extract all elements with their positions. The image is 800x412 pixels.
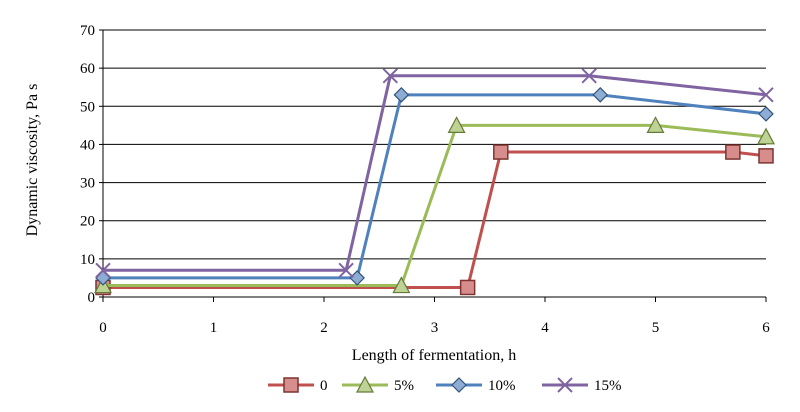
data-point <box>95 262 111 279</box>
data-point <box>757 127 775 145</box>
x-tick-label: 6 <box>762 320 770 336</box>
legend-marker <box>557 377 573 393</box>
y-tick-label: 50 <box>80 99 95 115</box>
x-tick-label: 2 <box>320 320 328 336</box>
legend-label: 0 <box>320 378 328 394</box>
legend-label: 10% <box>488 378 516 394</box>
legend-item: 15% <box>542 377 622 394</box>
y-tick-label: 20 <box>80 214 95 230</box>
data-point <box>447 116 466 133</box>
series-lines <box>94 68 775 296</box>
legend-marker <box>356 375 374 393</box>
legend: 0 5% 10% 15% <box>268 375 622 394</box>
series-3 <box>95 68 774 279</box>
gridlines <box>103 29 766 260</box>
legend-label: 15% <box>594 378 622 394</box>
legend-marker <box>283 377 299 393</box>
data-point <box>393 86 410 103</box>
legend-item: 0 <box>268 377 328 394</box>
x-tick-label: 0 <box>99 320 107 336</box>
series-1 <box>94 116 775 294</box>
y-tick-label: 10 <box>80 252 95 268</box>
series-line <box>103 150 767 289</box>
data-point <box>725 144 741 160</box>
data-point <box>592 86 609 103</box>
y-tick-label: 0 <box>88 290 96 306</box>
data-point <box>382 68 399 84</box>
data-point <box>581 68 597 84</box>
data-point <box>349 270 365 286</box>
data-point <box>646 116 665 133</box>
y-tick-label: 40 <box>80 137 95 153</box>
data-point <box>338 262 354 279</box>
series-line <box>103 74 767 272</box>
x-tick-label: 4 <box>541 320 549 336</box>
data-point <box>758 87 774 103</box>
axes <box>99 29 767 302</box>
data-point <box>758 148 774 164</box>
y-tick-label: 70 <box>80 23 95 39</box>
y-tick-label: 30 <box>80 176 95 192</box>
legend-item: 5% <box>342 375 414 394</box>
legend-item: 10% <box>436 377 516 394</box>
series-line <box>103 123 767 288</box>
legend-label: 5% <box>394 378 414 394</box>
tick-labels: 0 10 20 30 40 50 60 70 0 1 2 3 4 5 6 <box>80 23 770 336</box>
y-tick-label: 60 <box>80 61 95 77</box>
data-point <box>459 279 476 296</box>
x-tick-label: 1 <box>210 320 218 336</box>
data-point <box>392 276 411 294</box>
x-tick-label: 3 <box>431 320 439 336</box>
data-point <box>758 106 774 122</box>
legend-marker <box>451 377 467 393</box>
data-point <box>493 144 509 160</box>
x-axis-title: Length of fermentation, h <box>352 347 516 364</box>
series-0 <box>95 144 774 296</box>
y-axis-title: Dynamic viscosity, Pa s <box>24 84 41 237</box>
x-tick-label: 5 <box>652 320 660 336</box>
